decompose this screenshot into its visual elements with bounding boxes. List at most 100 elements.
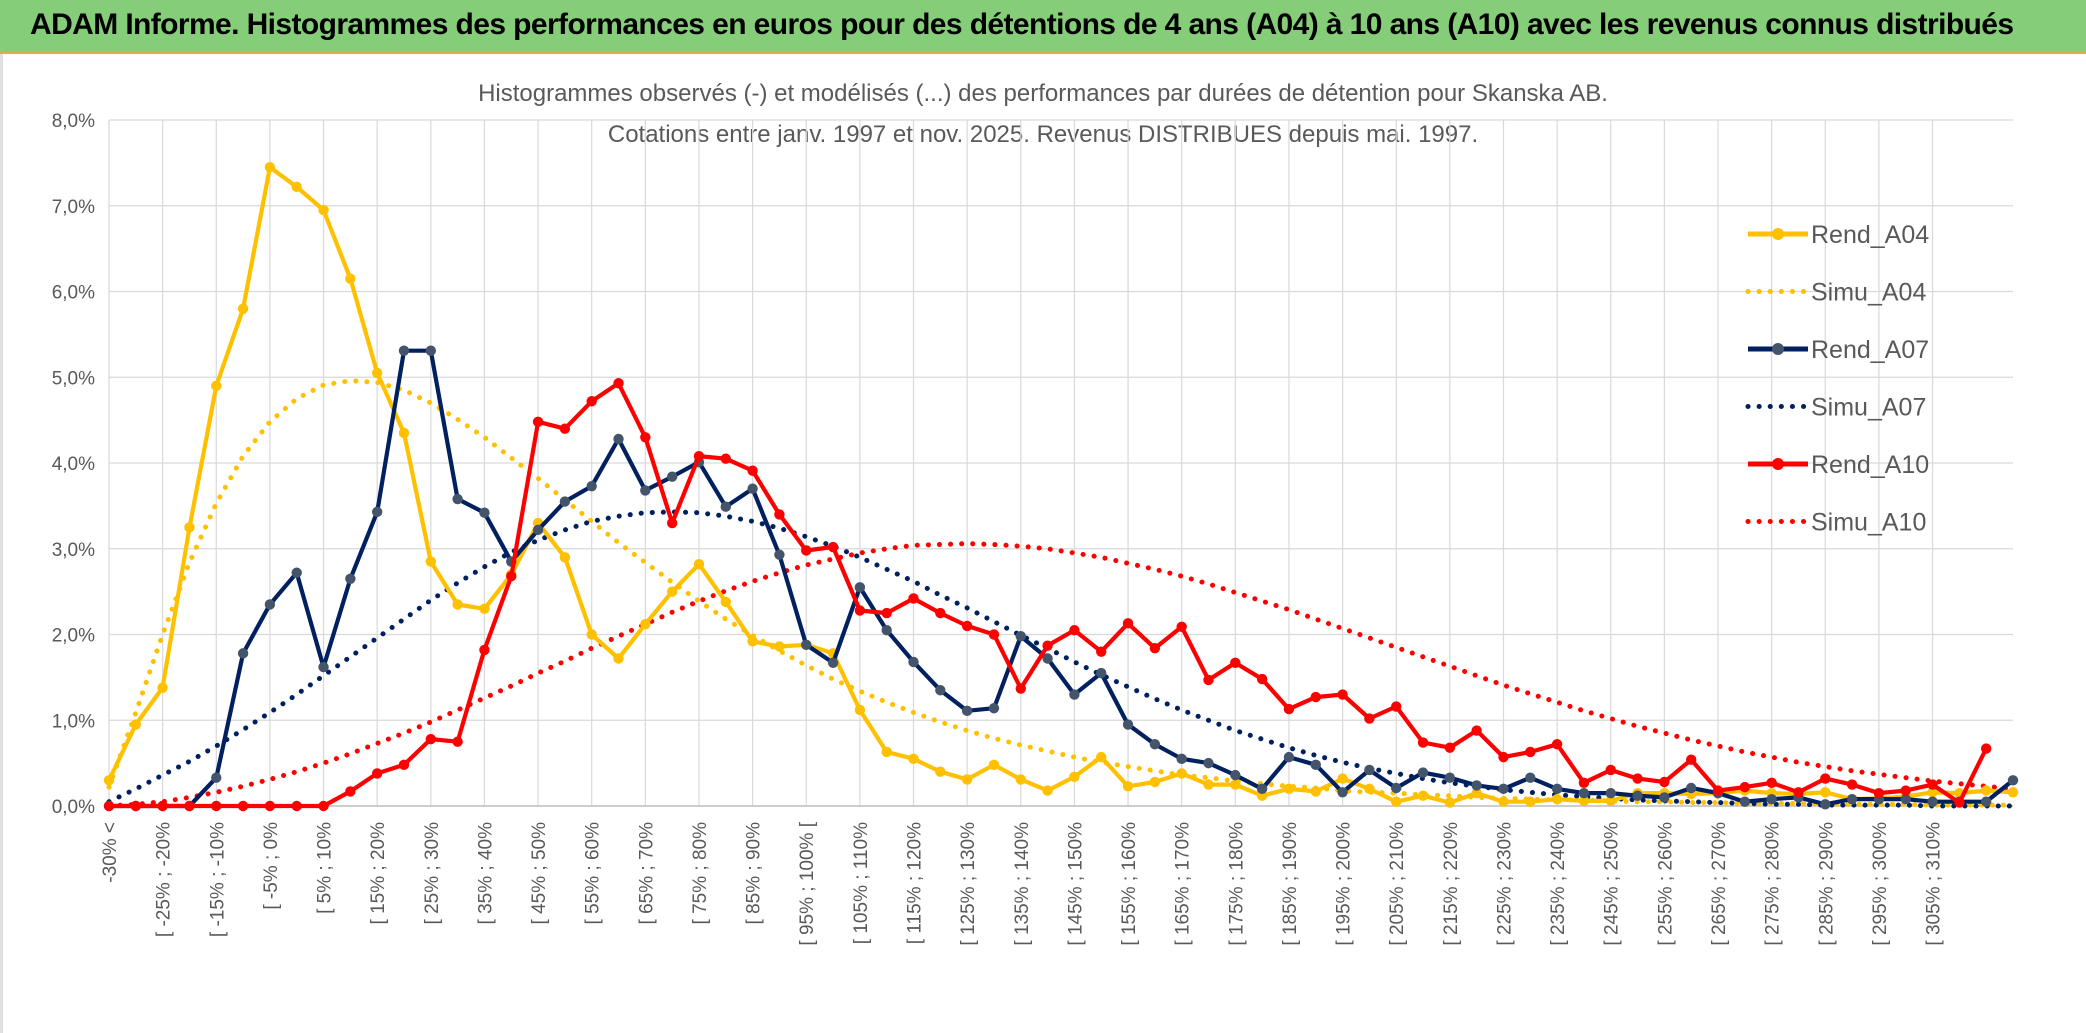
- x-tick-label: [ 75% ; 80%: [690, 822, 711, 925]
- legend-marker-rend-a07: [1772, 343, 1784, 355]
- legend-label-rend-a07: Rend_A07: [1811, 336, 1929, 364]
- data-point-rend-a10: [1364, 713, 1375, 724]
- data-point-rend-a10: [1122, 618, 1134, 629]
- data-point-rend-a04: [1203, 779, 1214, 790]
- x-tick-label: [ 295% ; 300%: [1870, 822, 1891, 946]
- legend-marker-rend-a10: [1772, 458, 1784, 470]
- data-point-rend-a04: [103, 775, 115, 786]
- series-line-simu-a10: [106, 541, 2016, 809]
- data-point-rend-a04: [157, 682, 168, 693]
- data-point-rend-a10: [1578, 777, 1590, 789]
- data-point-rend-a07: [1551, 783, 1563, 795]
- x-tick-label: [ 225% ; 230%: [1494, 822, 1515, 946]
- chart-title: Histogrammes observés (-) et modélisés (…: [478, 80, 1608, 107]
- data-point-rend-a07: [935, 685, 946, 696]
- data-point-rend-a10: [1873, 787, 1885, 799]
- legend-marker-rend-a04: [1772, 228, 1784, 240]
- data-point-rend-a10: [1391, 701, 1402, 712]
- data-point-rend-a10: [1471, 725, 1482, 736]
- data-point-rend-a07: [1980, 796, 1992, 807]
- data-point-rend-a07: [345, 573, 356, 584]
- data-point-rend-a10: [1203, 674, 1214, 686]
- data-point-rend-a07: [1820, 799, 1831, 810]
- data-point-rend-a10: [801, 545, 812, 556]
- x-tick-label: [ 105% ; 110%: [851, 822, 872, 944]
- data-point-rend-a10: [1712, 785, 1724, 796]
- data-point-rend-a04: [908, 753, 919, 765]
- data-point-rend-a07: [1659, 792, 1670, 803]
- data-point-rend-a10: [988, 629, 1000, 640]
- data-point-rend-a04: [264, 161, 276, 173]
- data-point-rend-a07: [1417, 767, 1429, 778]
- data-point-rend-a07: [371, 506, 383, 518]
- x-tick-label: [ 135% ; 140%: [1012, 822, 1033, 946]
- x-tick-label: [ 85% ; 90%: [744, 822, 765, 925]
- data-point-rend-a10: [881, 607, 892, 619]
- data-point-rend-a10: [1551, 739, 1563, 750]
- data-point-rend-a04: [2007, 787, 2019, 798]
- data-point-rend-a07: [961, 705, 973, 717]
- chart-frame: Histogrammes observés (-) et modélisés (…: [0, 54, 2086, 1033]
- data-point-rend-a10: [1498, 751, 1509, 763]
- data-point-rend-a07: [1230, 769, 1241, 781]
- data-point-rend-a10: [1149, 643, 1161, 654]
- data-point-rend-a04: [881, 746, 892, 758]
- data-point-rend-a07: [1525, 772, 1536, 783]
- legend-label-simu-a10: Simu_A10: [1811, 509, 1926, 537]
- data-point-rend-a10: [1337, 689, 1348, 700]
- data-point-rend-a07: [1391, 782, 1402, 794]
- data-point-rend-a07: [881, 625, 892, 636]
- data-point-rend-a10: [1820, 773, 1831, 784]
- data-point-rend-a04: [1471, 787, 1482, 799]
- data-point-rend-a10: [291, 800, 302, 812]
- data-point-rend-a10: [1739, 781, 1751, 793]
- data-point-rend-a07: [720, 501, 731, 512]
- data-point-rend-a07: [1471, 780, 1482, 791]
- data-point-rend-a10: [1846, 779, 1858, 790]
- data-point-rend-a04: [1337, 773, 1348, 784]
- y-tick-label: 6,0%: [52, 283, 95, 304]
- legend: Rend_A04 Simu_A04 Rend_A07 Simu_A07 Rend_A10…: [1745, 221, 1929, 537]
- data-point-rend-a10: [1793, 787, 1804, 798]
- x-tick-label: [ -25% ; -20%: [154, 822, 175, 937]
- gridlines: [108, 119, 2013, 807]
- data-point-rend-a07: [1015, 631, 1026, 642]
- x-tick-label: [ 5% ; 10%: [315, 822, 336, 914]
- data-point-rend-a04: [1980, 785, 1992, 796]
- data-point-rend-a07: [1685, 782, 1697, 794]
- data-point-rend-a07: [1176, 753, 1187, 765]
- x-tick-label: [ 145% ; 150%: [1065, 822, 1086, 946]
- data-point-rend-a04: [613, 653, 624, 664]
- data-point-rend-a04: [318, 204, 329, 216]
- x-tick-label: [ 195% ; 200%: [1334, 822, 1355, 946]
- data-point-rend-a10: [371, 768, 383, 779]
- data-point-rend-a10: [1417, 737, 1429, 748]
- series-line-rend-a07: [109, 348, 2015, 809]
- data-point-rend-a04: [479, 603, 490, 614]
- data-point-rend-a07: [452, 493, 463, 505]
- data-point-rend-a10: [1900, 785, 1911, 796]
- data-point-rend-a07: [479, 507, 490, 518]
- data-point-rend-a07: [1846, 793, 1858, 805]
- data-point-rend-a10: [452, 736, 463, 747]
- data-point-rend-a10: [237, 800, 249, 812]
- x-tick-label: [ 305% ; 310%: [1924, 822, 1945, 946]
- data-point-rend-a07: [640, 485, 651, 496]
- data-point-rend-a04: [1015, 774, 1026, 785]
- data-point-rend-a04: [720, 596, 731, 608]
- data-point-rend-a10: [1069, 625, 1080, 636]
- x-tick-label: [ 235% ; 240%: [1548, 822, 1569, 946]
- data-point-rend-a07: [1337, 787, 1348, 798]
- data-point-rend-a07: [1444, 772, 1456, 783]
- data-point-rend-a04: [1283, 783, 1295, 795]
- data-point-rend-a10: [398, 759, 410, 771]
- data-point-rend-a04: [1578, 795, 1590, 807]
- x-tick-label: [ 25% ; 30%: [422, 822, 443, 925]
- legend-label-simu-a04: Simu_A04: [1811, 279, 1926, 307]
- data-point-rend-a07: [1203, 757, 1214, 769]
- data-point-rend-a07: [666, 471, 678, 482]
- data-point-rend-a04: [1417, 790, 1429, 801]
- data-point-rend-a10: [1927, 779, 1938, 790]
- data-point-rend-a10: [1230, 657, 1241, 668]
- x-tick-label: [ 265% ; 270%: [1709, 822, 1730, 946]
